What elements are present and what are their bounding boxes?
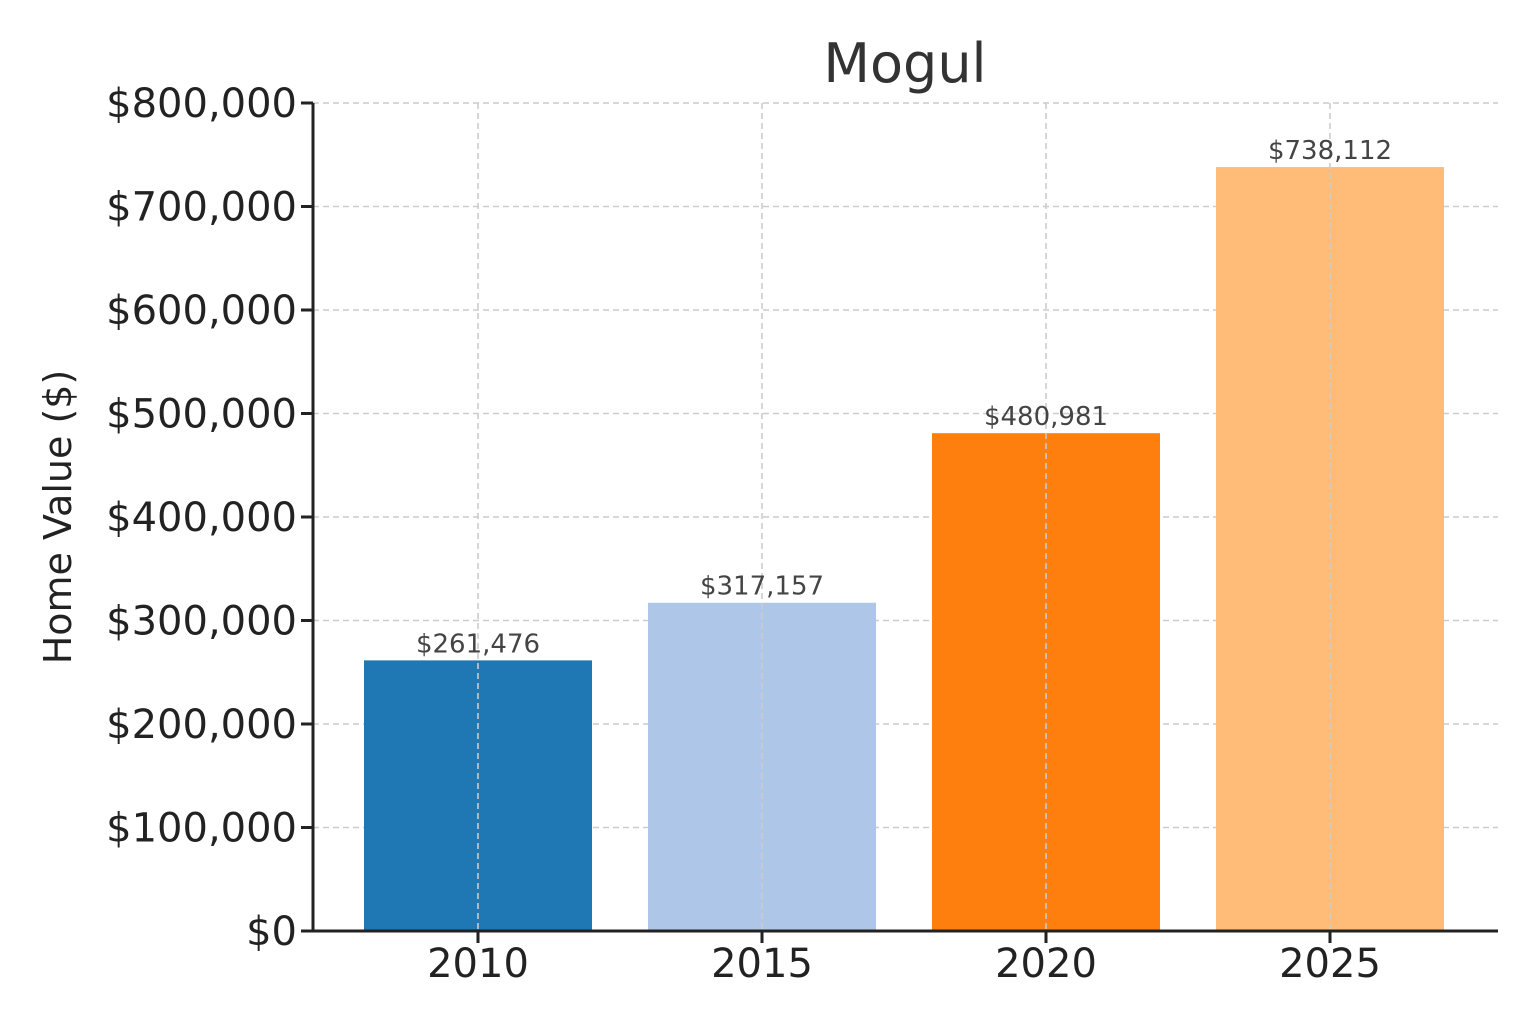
y-tick-label: $800,000 — [106, 81, 297, 127]
chart-title: Mogul — [823, 32, 986, 95]
data-labels: $261,476 $317,157 $480,981 $738,112 — [416, 136, 1392, 659]
y-tick-label: $600,000 — [106, 288, 297, 334]
data-label: $261,476 — [416, 629, 540, 659]
y-tick-label: $300,000 — [106, 599, 297, 645]
y-tick-label: $200,000 — [106, 702, 297, 748]
y-ticks: $0 $100,000 $200,000 $300,000 $400,000 $500,0… — [106, 81, 313, 955]
x-tick-label: 2025 — [1279, 941, 1381, 987]
y-tick-label: $400,000 — [106, 495, 297, 541]
y-axis-label: Home Value ($) — [36, 370, 80, 665]
y-tick-label: $100,000 — [106, 806, 297, 852]
data-label: $480,981 — [984, 402, 1108, 432]
vertical-grid-lines — [477, 103, 1331, 931]
x-tick-label: 2015 — [711, 941, 813, 987]
x-tick-label: 2010 — [427, 941, 529, 987]
x-ticks: 2010 2015 2020 2025 — [427, 931, 1381, 987]
y-tick-label: $0 — [246, 909, 297, 955]
data-label: $738,112 — [1268, 136, 1392, 166]
y-tick-label: $700,000 — [106, 185, 297, 231]
y-tick-label: $500,000 — [106, 392, 297, 438]
grid-lines — [313, 102, 1498, 829]
data-label: $317,157 — [700, 572, 824, 602]
bars — [364, 167, 1444, 931]
x-tick-label: 2020 — [995, 941, 1097, 987]
